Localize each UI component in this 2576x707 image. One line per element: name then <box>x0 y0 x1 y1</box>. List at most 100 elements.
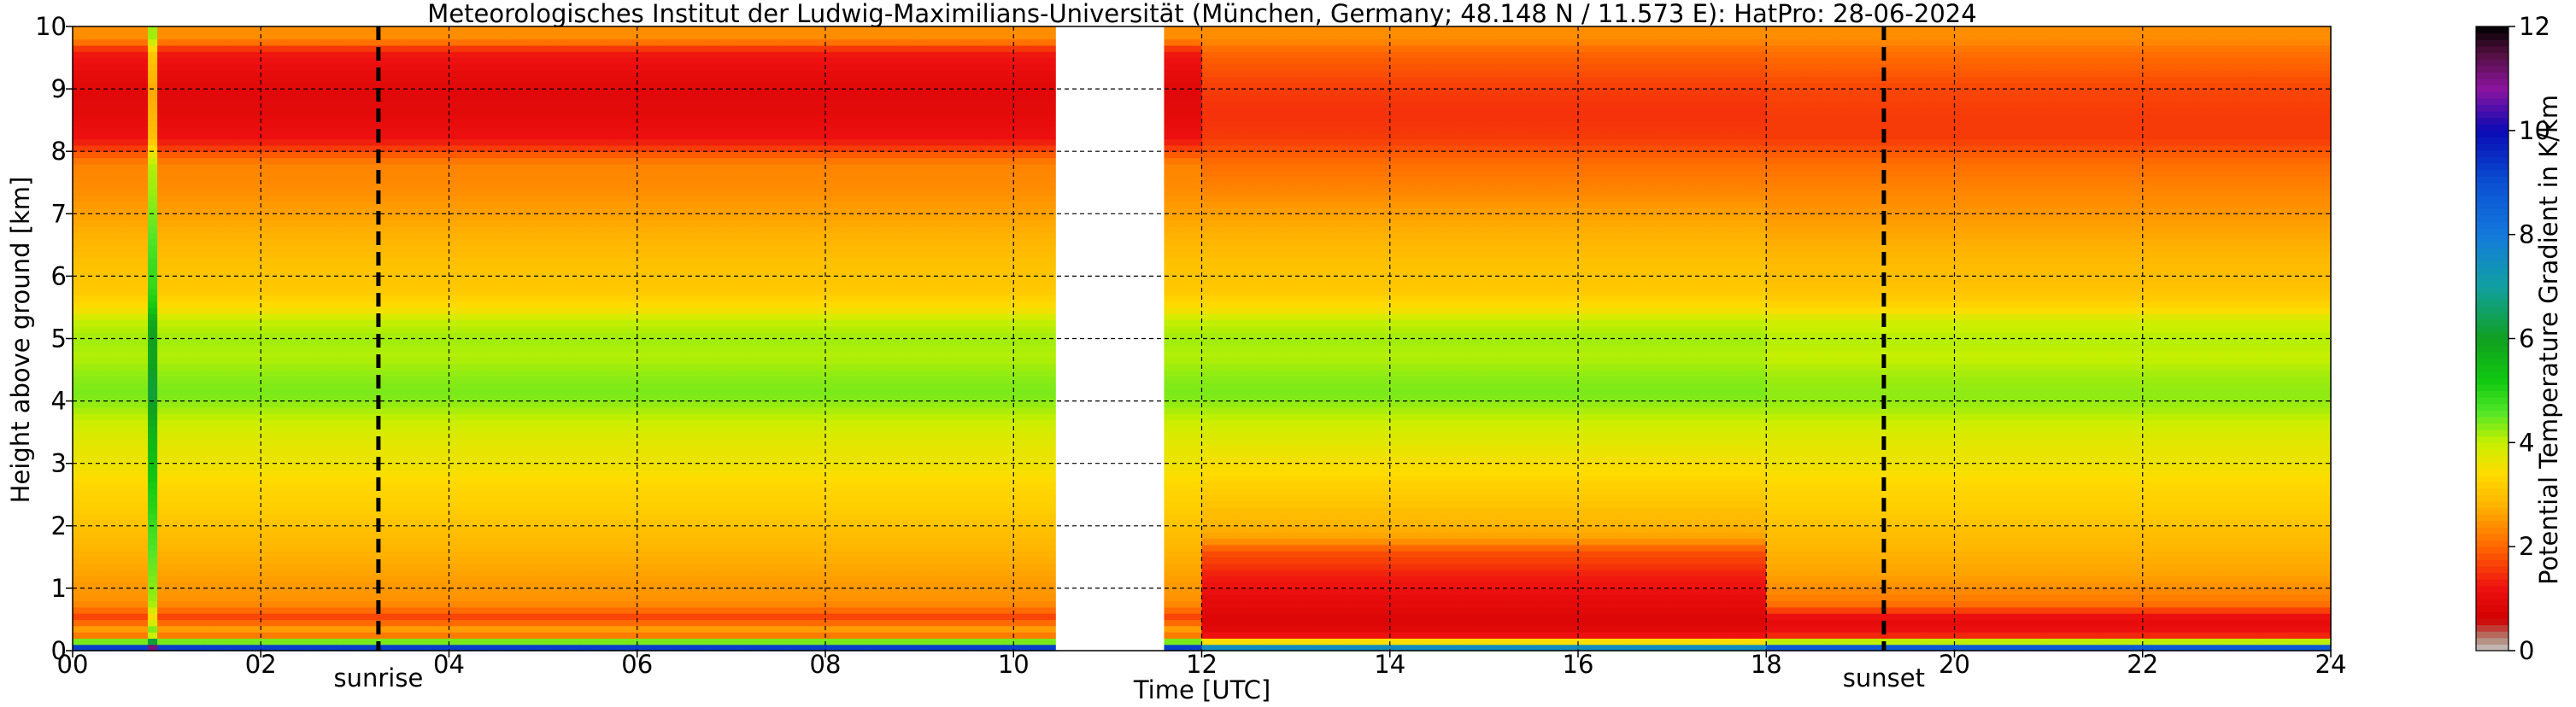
heatmap-cell <box>204 176 214 183</box>
heatmap-cell <box>534 213 544 220</box>
heatmap-cell <box>157 39 167 46</box>
heatmap-cell <box>289 588 299 595</box>
heatmap-cell <box>525 45 535 52</box>
heatmap-cell <box>129 289 139 295</box>
heatmap-cell <box>120 164 130 171</box>
heatmap-cell <box>317 326 327 333</box>
heatmap-cell <box>101 51 111 58</box>
heatmap-cell <box>468 158 478 165</box>
heatmap-cell <box>496 102 507 108</box>
heatmap-cell <box>459 283 469 289</box>
heatmap-cell <box>496 51 507 58</box>
heatmap-cell <box>308 276 318 283</box>
heatmap-cell <box>214 464 224 470</box>
heatmap-cell <box>355 126 365 133</box>
heatmap-cell <box>270 445 280 452</box>
heatmap-cell <box>73 26 83 33</box>
heatmap-cell <box>515 507 525 514</box>
heatmap-cell <box>430 276 440 283</box>
heatmap-cell <box>195 370 205 377</box>
heatmap-cell <box>157 76 167 83</box>
heatmap-cell <box>129 51 139 58</box>
heatmap-cell <box>110 226 120 233</box>
heatmap-cell <box>251 89 261 96</box>
heatmap-cell <box>289 613 299 620</box>
heatmap-cell <box>148 95 158 102</box>
heatmap-cell <box>468 245 478 252</box>
heatmap-cell <box>439 494 449 501</box>
heatmap-cell <box>515 213 525 220</box>
heatmap-cell <box>101 470 111 476</box>
heatmap-cell <box>157 245 167 252</box>
heatmap-cell <box>298 220 308 227</box>
heatmap-cell <box>402 58 412 65</box>
heatmap-cell <box>459 213 469 220</box>
heatmap-cell <box>345 239 355 246</box>
heatmap-cell <box>345 64 355 71</box>
heatmap-cell <box>214 601 224 608</box>
heatmap-cell <box>82 513 92 520</box>
heatmap-cell <box>317 401 327 408</box>
heatmap-cell <box>223 494 233 501</box>
heatmap-cell <box>534 226 544 233</box>
heatmap-cell <box>326 32 337 39</box>
heatmap-cell <box>195 351 205 358</box>
heatmap-cell <box>345 339 355 346</box>
heatmap-cell <box>525 226 535 233</box>
heatmap-cell <box>317 32 327 39</box>
heatmap-cell <box>157 420 167 427</box>
heatmap-cell <box>496 370 507 377</box>
heatmap-cell <box>515 132 525 139</box>
heatmap-cell <box>82 51 92 58</box>
heatmap-cell <box>157 301 167 308</box>
heatmap-cell <box>383 357 393 364</box>
heatmap-cell <box>73 426 83 433</box>
heatmap-cell <box>289 445 299 452</box>
heatmap-cell <box>496 513 507 520</box>
heatmap-cell <box>355 320 365 327</box>
heatmap-cell <box>402 501 412 508</box>
heatmap-cell <box>308 364 318 371</box>
heatmap-cell <box>439 195 449 202</box>
heatmap-cell <box>289 120 299 127</box>
heatmap-cell <box>525 183 535 190</box>
heatmap-cell <box>468 32 478 39</box>
heatmap-cell <box>242 183 252 190</box>
heatmap-cell <box>242 26 252 33</box>
heatmap-cell <box>101 551 111 558</box>
heatmap-cell <box>251 70 261 77</box>
heatmap-cell <box>204 213 214 220</box>
heatmap-cell <box>317 189 327 196</box>
heatmap-cell <box>167 313 177 320</box>
heatmap-cell <box>195 494 205 501</box>
heatmap-cell <box>167 564 177 570</box>
heatmap-cell <box>91 594 102 601</box>
heatmap-cell <box>176 114 186 120</box>
heatmap-cell <box>279 370 290 377</box>
heatmap-cell <box>251 313 261 320</box>
heatmap-cell <box>420 120 431 127</box>
heatmap-cell <box>496 438 507 445</box>
heatmap-cell <box>73 264 83 271</box>
heatmap-cell <box>317 339 327 346</box>
heatmap-cell <box>515 58 525 65</box>
heatmap-cell <box>459 158 469 165</box>
heatmap-cell <box>364 95 374 102</box>
heatmap-cell <box>326 401 337 408</box>
heatmap-cell <box>157 513 167 520</box>
heatmap-cell <box>195 376 205 383</box>
heatmap-cell <box>223 76 233 83</box>
heatmap-cell <box>355 607 365 614</box>
heatmap-cell <box>411 470 421 476</box>
heatmap-cell <box>251 326 261 333</box>
heatmap-cell <box>478 39 488 46</box>
heatmap-cell <box>101 594 111 601</box>
heatmap-cell <box>279 170 290 177</box>
heatmap-cell <box>402 488 412 495</box>
heatmap-cell <box>308 538 318 545</box>
heatmap-cell <box>355 632 365 639</box>
heatmap-cell <box>525 251 535 258</box>
heatmap-cell <box>129 283 139 289</box>
heatmap-cell <box>242 195 252 202</box>
heatmap-cell <box>138 126 149 133</box>
